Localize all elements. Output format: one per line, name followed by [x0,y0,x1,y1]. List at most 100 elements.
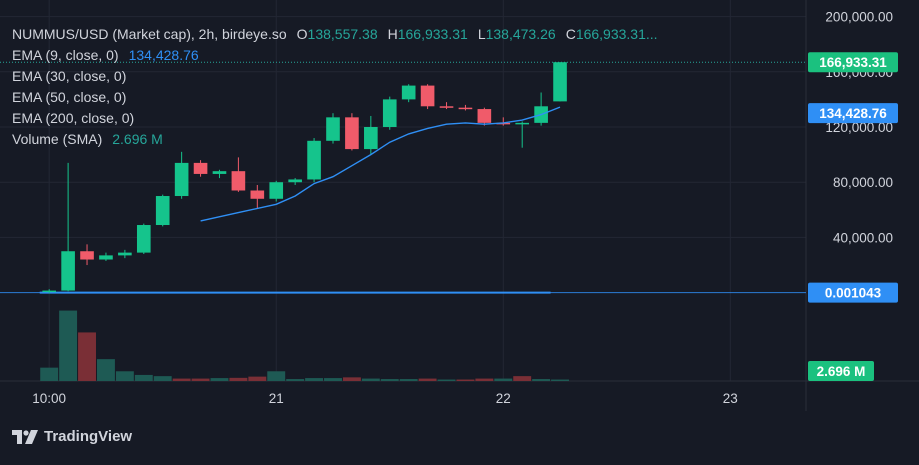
candle-body [496,122,511,125]
candle-body [212,171,227,174]
indicator-volume[interactable]: Volume (SMA) 2.696 M [12,129,658,150]
close-value: 166,933.31... [575,26,658,42]
candle-body [326,117,340,141]
ema-9-line [200,106,561,222]
last-price-badge: 166,933.31 [819,55,887,70]
candle-body [250,190,265,199]
time-tick-label: 21 [269,391,284,406]
volume-bar [267,371,286,381]
tradingview-logo-icon [12,429,38,444]
volume-bar [248,376,267,381]
volume-bar [494,378,513,381]
volume-bar [305,378,324,381]
volume-bar [96,359,115,381]
volume-bar [342,377,361,381]
candle-body [401,85,416,100]
candle-body [118,252,132,256]
volume-bar [210,378,229,381]
candle-body [364,127,378,150]
candle-body [458,107,473,110]
indicator-value: 134,428.76 [128,47,199,63]
time-tick-label: 22 [496,391,511,406]
volume-bars [40,310,569,381]
volume-bar [78,332,96,381]
price-badges: 166,933.31 134,428.76 0.001043 2.696 M [808,52,898,381]
time-tick-label: 10:00 [32,391,66,406]
volume-bar [115,371,134,381]
candle-body [61,251,75,291]
indicator-label: EMA (9, close, 0) [12,47,119,63]
volume-bar [380,379,399,381]
symbol-title[interactable]: NUMMUS/USD (Market cap), 2h, birdeye.so [12,26,287,42]
candle-body [439,106,454,108]
candle-body [99,255,113,260]
volume-bar [456,379,475,381]
last-price-badge-bg [808,52,898,73]
open-key: O [296,26,308,42]
marker-value-badge: 0.001043 [825,286,882,301]
indicator-value: 2.696 M [112,131,163,147]
indicator-ema9[interactable]: EMA (9, close, 0) 134,428.76 [12,45,658,66]
candle-body [477,109,492,123]
volume-bar [134,374,153,381]
indicator-ema30[interactable]: EMA (30, close, 0) [12,66,658,87]
candle-body [231,171,246,191]
ema-value-badge-bg [808,103,898,124]
volume-bar [399,379,418,381]
volume-bar [153,376,172,381]
candle-body [80,251,94,260]
tradingview-logo[interactable]: TradingView [12,428,132,445]
candle-body [420,85,435,107]
marker-value-badge-bg [808,282,898,303]
volume-bar [191,378,210,381]
grid [0,0,919,411]
candle-body [345,117,359,150]
candle-body [382,99,397,127]
candle-body [155,196,170,226]
time-tick-label: 23 [723,391,738,406]
volume-bar [532,379,551,381]
chart-legend: NUMMUS/USD (Market cap), 2h, birdeye.so … [12,24,658,150]
volume-bar [475,378,494,381]
candle-body [307,140,321,180]
indicator-ema50[interactable]: EMA (50, close, 0) [12,87,658,108]
indicator-ema200[interactable]: EMA (200, close, 0) [12,108,658,129]
indicator-label: EMA (30, close, 0) [12,68,127,84]
indicator-label: EMA (200, close, 0) [12,110,135,126]
price-tick-label: 120,000.00 [825,120,893,135]
volume-bar [59,310,78,381]
candle-body [193,162,208,174]
volume-bar [229,377,248,381]
high-key: H [387,26,398,42]
candle-body [515,122,530,125]
high-value: 166,933.31 [397,26,468,42]
volume-bar [324,378,342,381]
price-tick-label: 40,000.00 [833,230,893,245]
volume-bar [513,376,532,381]
indicator-label: Volume (SMA) [12,131,103,147]
symbol-row[interactable]: NUMMUS/USD (Market cap), 2h, birdeye.so … [12,24,658,45]
volume-bar [172,378,191,381]
volume-bar [40,367,59,381]
candle-body [42,290,57,293]
low-key: L [477,26,486,42]
volume-bar [361,378,380,381]
candle-body [174,162,189,197]
volume-badge: 2.696 M [817,364,866,379]
volume-bar [286,379,305,381]
volume-bar [418,378,437,381]
volume-bar [551,379,569,381]
candle-body [288,179,302,183]
ema-line [200,106,561,222]
low-value: 138,473.26 [485,26,556,42]
ema-value-badge: 134,428.76 [819,106,887,121]
close-key: C [565,26,576,42]
tradingview-logo-text: TradingView [44,428,133,445]
volume-badge-bg [808,361,874,381]
price-tick-label: 200,000.00 [825,10,893,25]
candlesticks [42,62,567,294]
candle-body [136,225,151,253]
volume-bar [437,379,456,381]
